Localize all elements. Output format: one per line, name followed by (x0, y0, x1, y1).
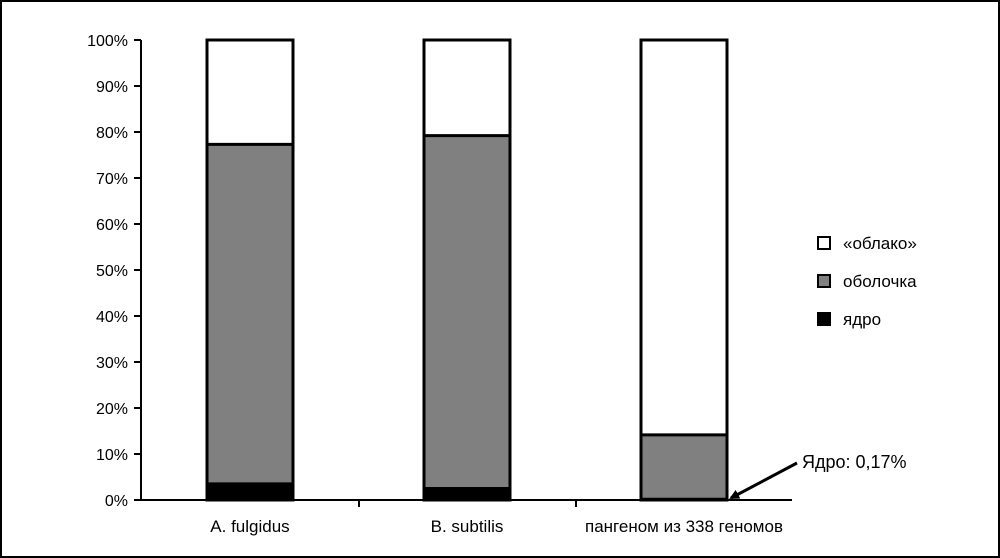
y-tick-label: 0% (105, 493, 128, 510)
y-tick-label: 70% (96, 171, 128, 188)
y-tick-label: 30% (96, 355, 128, 372)
legend-entry: оболочка (817, 272, 917, 291)
bar-segment (424, 488, 510, 500)
bar-segment (641, 434, 727, 500)
annotation-text: Ядро: 0,17% (802, 452, 907, 472)
y-tick-label: 40% (96, 309, 128, 326)
bars (205, 38, 729, 502)
legend-entry: ядро (817, 310, 881, 329)
bar-stack (422, 38, 512, 502)
bar-stack (205, 38, 295, 502)
annotation: Ядро: 0,17% (729, 452, 907, 500)
legend-label: оболочка (843, 272, 917, 291)
bar-outline (422, 38, 512, 502)
legend-label: «облако» (843, 234, 917, 253)
bar-segment (424, 135, 510, 489)
y-tick-label: 20% (96, 401, 128, 418)
legend-swatch (817, 312, 831, 326)
legend-swatch (817, 236, 831, 250)
bar-segment (207, 40, 293, 145)
legend-swatch (817, 274, 831, 288)
x-category-label: A. fulgidus (210, 517, 289, 536)
bar-segment (207, 144, 293, 484)
annotation-arrow (729, 461, 798, 500)
legend: «облако» оболочка ядро (817, 234, 917, 329)
legend-entry: «облако» (817, 234, 917, 253)
x-category-label: пангеном из 338 геномов (585, 517, 783, 536)
bar-outline (205, 38, 295, 502)
bar-segment (424, 40, 510, 136)
y-tick-label: 100% (87, 33, 128, 50)
y-tick-label: 10% (96, 447, 128, 464)
bar-segment (207, 483, 293, 500)
y-tick-label: 60% (96, 217, 128, 234)
bar-outline (639, 38, 729, 502)
legend-label: ядро (843, 310, 881, 329)
y-tick-label: 80% (96, 125, 128, 142)
y-tick-label: 50% (96, 263, 128, 280)
bar-segment (641, 40, 727, 435)
x-category-label: B. subtilis (431, 517, 504, 536)
y-tick-label: 90% (96, 79, 128, 96)
bar-stack (639, 38, 729, 502)
